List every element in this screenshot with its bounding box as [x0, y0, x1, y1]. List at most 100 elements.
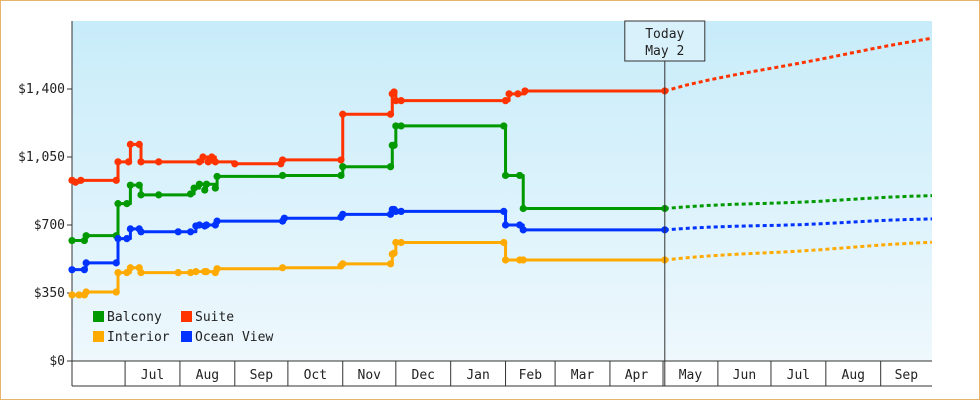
data-point	[519, 226, 527, 234]
data-point	[278, 264, 287, 272]
data-point	[392, 207, 400, 215]
data-point	[519, 204, 527, 213]
data-point	[135, 140, 143, 148]
data-point	[186, 228, 195, 236]
x-tick-label: Nov	[358, 368, 382, 383]
data-point	[505, 90, 513, 98]
data-point	[339, 163, 347, 171]
data-point	[137, 191, 145, 199]
data-point	[501, 221, 510, 229]
x-tick-label: Dec	[412, 368, 435, 383]
x-tick-label: Mar	[571, 368, 595, 383]
x-tick-label: Sep	[250, 368, 274, 383]
data-point	[500, 122, 508, 130]
legend-item-ocean-view: Ocean View	[181, 330, 273, 345]
data-point	[386, 163, 395, 171]
data-point	[202, 268, 211, 276]
legend-label: Suite	[195, 310, 234, 325]
data-point	[126, 225, 134, 233]
y-tick-label: $1,050	[18, 150, 65, 165]
projection-line	[664, 240, 933, 262]
data-point	[231, 160, 239, 168]
data-point	[137, 269, 145, 277]
legend-swatch	[93, 311, 104, 322]
data-point	[501, 256, 510, 264]
data-point	[82, 232, 90, 240]
y-tick-label: $700	[34, 218, 65, 233]
today-label: Today	[645, 27, 684, 42]
data-point	[77, 176, 85, 184]
data-point	[516, 171, 524, 180]
x-tick-label: Jan	[466, 368, 489, 383]
data-point	[211, 184, 219, 192]
data-point	[501, 97, 510, 105]
legend-item-interior: Interior	[93, 330, 170, 345]
data-point	[519, 256, 527, 264]
y-tick-label: $350	[34, 286, 65, 301]
series-suite	[68, 36, 933, 186]
x-axis-ticks: Jul Aug Sep Oct Nov Dec Jan Feb Mar Apr May Jun Jul A…	[124, 361, 919, 386]
y-tick-label: $1,400	[18, 82, 65, 97]
data-point	[521, 87, 529, 95]
data-point	[137, 158, 145, 166]
data-point	[339, 210, 347, 218]
projection-line	[664, 36, 933, 93]
data-point	[186, 190, 195, 198]
data-point	[397, 97, 405, 105]
x-tick-label: Sep	[895, 368, 919, 383]
data-point	[337, 171, 345, 180]
data-point	[500, 238, 508, 247]
today-marker: Today May 2	[624, 20, 706, 386]
x-tick-label: Jun	[733, 368, 756, 383]
x-tick-label: Aug	[196, 368, 219, 383]
legend-item-suite: Suite	[181, 310, 234, 325]
x-tick-label: Oct	[304, 368, 327, 383]
data-point	[174, 228, 182, 236]
data-point	[501, 171, 510, 180]
data-point	[213, 265, 221, 273]
data-point	[114, 200, 122, 208]
data-point	[137, 228, 145, 236]
data-point	[174, 269, 182, 277]
data-point	[213, 172, 221, 181]
projection-line	[664, 194, 933, 210]
y-tick-label: $0	[49, 354, 65, 369]
data-point	[82, 259, 90, 267]
series-interior	[68, 238, 933, 299]
data-point	[397, 207, 405, 215]
series-balcony	[68, 122, 933, 245]
x-tick-label: May	[679, 368, 703, 383]
data-point	[112, 176, 120, 184]
data-point	[278, 156, 287, 164]
data-point	[190, 184, 198, 192]
data-point	[126, 181, 134, 189]
data-point	[135, 181, 143, 189]
legend-swatch	[181, 331, 192, 342]
data-point	[392, 122, 400, 130]
y-axis-ticks: $0 $350 $700 $1,050 $1,400	[18, 82, 72, 369]
data-point	[514, 90, 522, 98]
x-tick-label: Jul	[141, 368, 164, 383]
data-point	[390, 88, 398, 96]
data-point	[500, 207, 508, 215]
data-point	[280, 214, 288, 222]
data-point	[386, 110, 395, 118]
legend-label: Interior	[107, 330, 170, 345]
data-point	[201, 186, 209, 194]
data-point	[392, 238, 400, 247]
data-point	[186, 269, 195, 277]
data-point	[397, 238, 405, 247]
x-tick-label: Jul	[787, 368, 810, 383]
data-point	[75, 291, 83, 299]
legend-swatch	[93, 331, 104, 342]
data-point	[114, 235, 122, 243]
data-point	[392, 97, 400, 105]
data-point	[80, 266, 88, 274]
data-point	[126, 140, 134, 148]
data-point	[211, 158, 219, 166]
data-point	[199, 153, 207, 161]
data-point	[125, 158, 133, 166]
x-tick-label: Aug	[842, 368, 865, 383]
data-point	[68, 236, 76, 245]
